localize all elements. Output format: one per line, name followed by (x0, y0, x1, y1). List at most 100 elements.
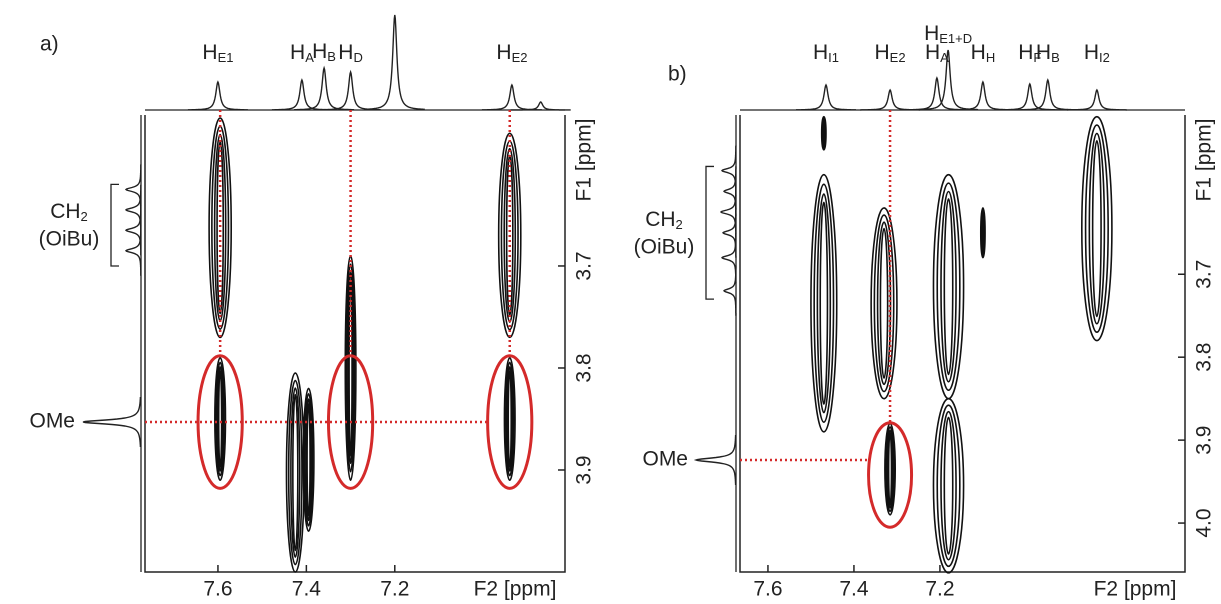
peak-label: HA (925, 41, 949, 66)
peak-label-main: H (875, 41, 890, 64)
peak-label-sub: B (327, 49, 336, 64)
f1-peak (722, 207, 737, 258)
f1-peak (719, 186, 737, 238)
contour (303, 392, 314, 527)
x-tick-label: 7.6 (753, 578, 782, 601)
peak-label-sub: E2 (890, 50, 906, 65)
x-tick-label: 7.2 (925, 578, 954, 601)
highlight (196, 354, 244, 490)
x-axis-label: F2 [ppm] (474, 578, 557, 601)
f1-peak (723, 265, 737, 316)
peak-label: HE1+D (924, 22, 972, 47)
x-tick-label: 7.2 (380, 578, 409, 601)
peak-label: HE2 (496, 41, 527, 66)
contour (943, 198, 954, 376)
peak-label-main: H (290, 41, 305, 64)
x-tick-label: 7.4 (292, 578, 322, 601)
ome-label: OMe (642, 448, 688, 471)
ch2-label: CH2 (50, 200, 88, 225)
peak-label: HI2 (1084, 41, 1110, 66)
peak-label-sub: I1 (828, 50, 839, 65)
peak-label-main: H (202, 41, 217, 64)
contour (216, 366, 224, 472)
contour (819, 201, 829, 405)
contour (936, 404, 961, 568)
peak-label-main: H (1036, 41, 1051, 64)
bracket (110, 183, 119, 267)
f2-peak (294, 65, 355, 111)
contour (306, 403, 311, 517)
ch2-label-sub: 2 (81, 210, 88, 225)
ome-label: OMe (29, 410, 75, 433)
ch2-label-main: CH (645, 207, 675, 230)
peak-label-main: H (312, 40, 327, 63)
contour (816, 193, 832, 414)
contour (879, 227, 889, 379)
x-tick-label: 7.4 (839, 578, 869, 601)
contour (302, 387, 315, 532)
f2-peak (481, 83, 542, 111)
y-tick-label: 3.7 (573, 251, 596, 280)
peak-label-main: H (924, 22, 939, 45)
contour (876, 221, 892, 386)
y-tick-label: 3.9 (573, 455, 596, 484)
peak-label: HB (312, 40, 336, 65)
contour (214, 356, 227, 481)
peak-label-main: H (971, 41, 986, 64)
peak-label-main: H (1018, 41, 1033, 64)
f1-peak (124, 225, 142, 276)
peak-label-sub: B (1051, 50, 1060, 65)
contour (886, 429, 894, 509)
panel-label: a) (40, 33, 59, 56)
f2-peak (364, 14, 425, 110)
peak-label: HD (338, 41, 363, 66)
contour (943, 416, 954, 555)
contour (1081, 115, 1113, 342)
f1-peak (693, 435, 737, 485)
peak-label-sub: E1 (218, 50, 234, 65)
f2-peak (187, 80, 248, 111)
ch2-label-line2: (OiBu) (634, 235, 695, 258)
peak-label-sub: A (305, 50, 314, 65)
y-axis-label: F1 [ppm] (573, 119, 596, 202)
peak-label: HB (1036, 41, 1060, 66)
panel-label: b) (668, 63, 687, 86)
contour (504, 361, 515, 477)
contour (1084, 124, 1109, 333)
f2-peak (952, 80, 1013, 111)
f2-peak (1066, 88, 1127, 111)
f1-peak (721, 145, 737, 196)
contour (208, 117, 233, 339)
ch2-label-sub: 2 (676, 217, 683, 232)
peak-label-main: H (925, 41, 940, 64)
f1-peak (124, 205, 142, 256)
peak-label: HA (290, 41, 314, 66)
contour (822, 119, 826, 148)
peak-label-main: H (1084, 41, 1099, 64)
peak-label: HE2 (875, 41, 906, 66)
f2-peak (1017, 78, 1078, 111)
contour (870, 207, 898, 400)
f1-peak (721, 232, 737, 283)
frame (739, 115, 1186, 573)
contour (217, 370, 223, 468)
peak-label-main: H (338, 41, 353, 64)
peak-label-sub: I2 (1099, 50, 1110, 65)
contour (305, 398, 313, 522)
contour (936, 182, 961, 392)
contour (813, 183, 835, 423)
f1-peak (82, 397, 142, 447)
y-tick-label: 3.8 (573, 353, 596, 382)
f2-peak (860, 88, 921, 111)
contour (940, 190, 957, 383)
peak-label-sub: F (1033, 50, 1041, 65)
highlight (486, 354, 534, 490)
peak-label-sub: A (940, 50, 949, 65)
peak-label-sub: E2 (512, 50, 528, 65)
highlight (326, 354, 375, 490)
contour (981, 212, 985, 254)
x-axis-label: F2 [ppm] (1094, 578, 1177, 601)
contour (345, 263, 356, 473)
contour (507, 370, 513, 468)
